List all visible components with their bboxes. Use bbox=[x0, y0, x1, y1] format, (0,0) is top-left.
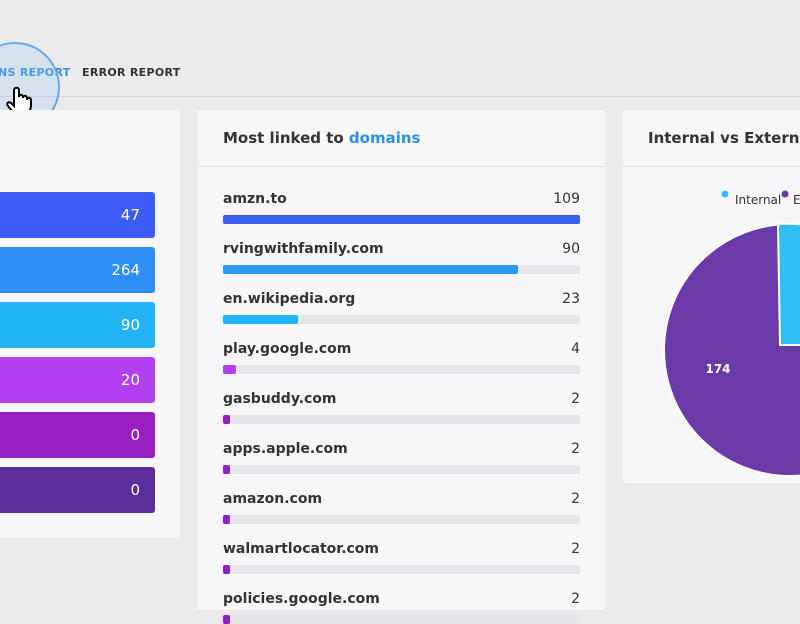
bar-track bbox=[223, 265, 580, 274]
summary-tile: 20 bbox=[0, 357, 155, 403]
domain-name: walmartlocator.com bbox=[223, 541, 380, 557]
domain-name: apps.apple.com bbox=[223, 441, 348, 457]
domains-panel: Most linked to domains amzn.to 109 rvingwi… bbox=[198, 110, 605, 624]
bar bbox=[223, 215, 580, 224]
domain-count: 2 bbox=[571, 591, 580, 607]
tab[interactable]: ERROR REPORT bbox=[82, 66, 181, 79]
domain-name: play.google.com bbox=[223, 341, 352, 357]
summary-tile: 264 bbox=[0, 247, 155, 293]
bar-track bbox=[223, 315, 580, 324]
domain-name: amzn.to bbox=[223, 191, 287, 207]
bar-track bbox=[223, 415, 580, 424]
legend-label: Internal bbox=[735, 193, 781, 207]
domain-count: 109 bbox=[553, 191, 580, 207]
domain-count: 90 bbox=[562, 241, 580, 257]
bar-track bbox=[223, 215, 580, 224]
bar-track bbox=[223, 615, 580, 624]
tile-value: 47 bbox=[120, 206, 140, 224]
panel-title: Internal vs External li bbox=[648, 129, 800, 147]
tile-value: 0 bbox=[130, 481, 140, 499]
domain-name: amazon.com bbox=[223, 491, 323, 507]
summary-tile: 47 bbox=[0, 192, 155, 238]
tile-value: 264 bbox=[111, 261, 140, 279]
divider bbox=[623, 166, 800, 167]
title-highlight: domains bbox=[348, 129, 421, 147]
tile-value: 0 bbox=[130, 426, 140, 444]
domain-name: gasbuddy.com bbox=[223, 391, 337, 407]
title-text: Most linked to bbox=[223, 129, 349, 147]
domain-count: 2 bbox=[571, 441, 580, 457]
bar bbox=[223, 615, 230, 624]
summary-panel: 47 264 90 20 0 0 bbox=[0, 110, 180, 538]
panel-title: Most linked to domains bbox=[223, 129, 420, 147]
bar-track bbox=[223, 365, 580, 374]
divider bbox=[0, 96, 800, 97]
bar-track bbox=[223, 465, 580, 474]
bar bbox=[223, 415, 230, 424]
domain-count: 2 bbox=[571, 491, 580, 507]
legend-label: E bbox=[793, 193, 800, 207]
divider bbox=[198, 166, 605, 167]
links-panel: Internal vs External li Internal E 174 bbox=[623, 110, 800, 483]
summary-tile: 90 bbox=[0, 302, 155, 348]
domain-count: 2 bbox=[571, 541, 580, 557]
summary-tile: 0 bbox=[0, 412, 155, 458]
domain-count: 23 bbox=[562, 291, 580, 307]
bar bbox=[223, 515, 230, 524]
bar bbox=[223, 465, 230, 474]
bar bbox=[223, 265, 518, 274]
tile-value: 90 bbox=[120, 316, 140, 334]
pie-label: 174 bbox=[705, 362, 730, 376]
domain-name: en.wikipedia.org bbox=[223, 291, 356, 307]
legend-dot bbox=[781, 190, 789, 198]
bar-track bbox=[223, 515, 580, 524]
domain-count: 4 bbox=[571, 341, 580, 357]
domain-name: policies.google.com bbox=[223, 591, 380, 607]
domain-name: rvingwithfamily.com bbox=[223, 241, 384, 257]
legend-dot bbox=[721, 190, 729, 198]
bar-track bbox=[223, 565, 580, 574]
page: NS REPORT ERROR REPORT 47 264 90 20 0 0 Most … bbox=[0, 42, 800, 624]
pie-slice bbox=[776, 222, 800, 346]
bar bbox=[223, 565, 230, 574]
bar bbox=[223, 365, 237, 374]
bar bbox=[223, 315, 299, 324]
pie-chart: Internal E 174 bbox=[663, 190, 800, 477]
cursor-icon bbox=[6, 86, 32, 117]
domain-count: 2 bbox=[571, 391, 580, 407]
tile-value: 20 bbox=[120, 371, 140, 389]
summary-tile: 0 bbox=[0, 467, 155, 513]
